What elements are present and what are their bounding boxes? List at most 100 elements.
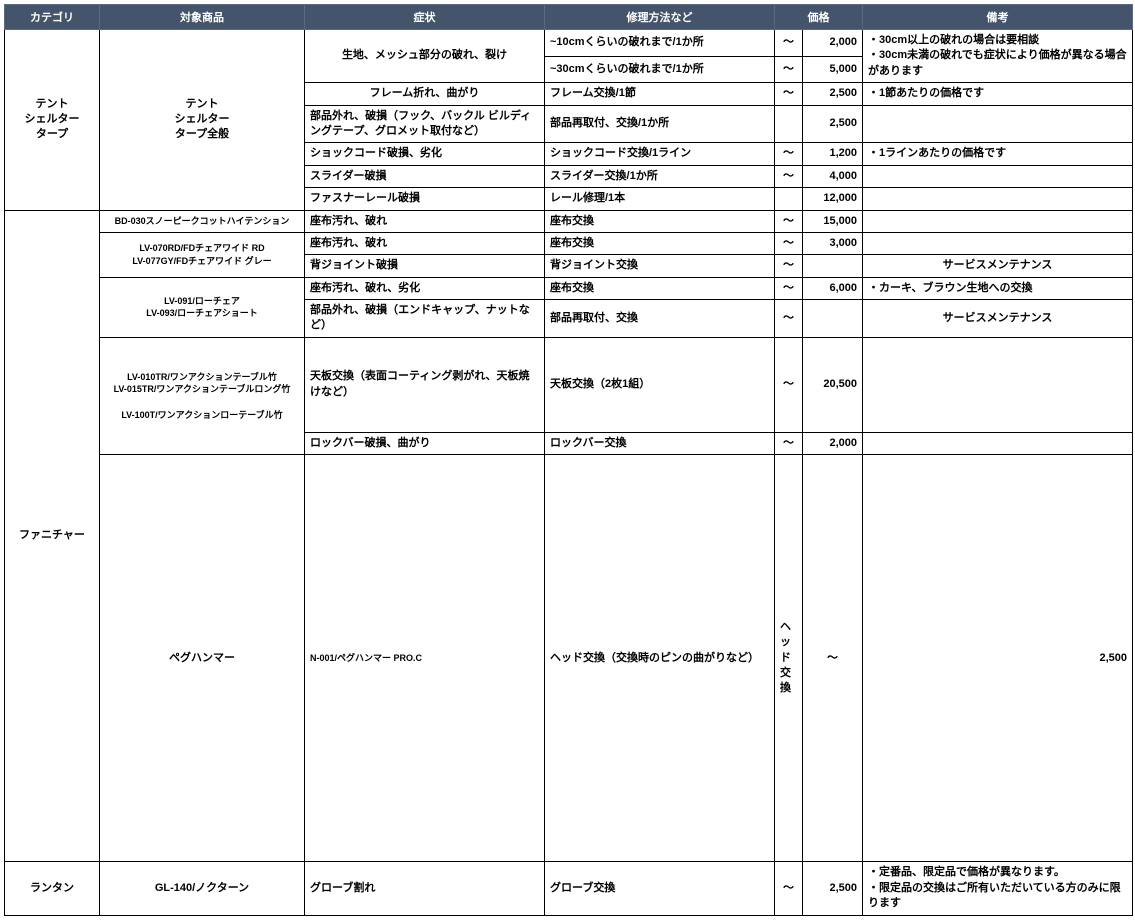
prod-line: テント bbox=[105, 97, 299, 112]
cell-price: 2,500 bbox=[803, 105, 863, 143]
cell-tilde: ～ bbox=[775, 56, 803, 83]
cell-category: ランタン bbox=[5, 862, 100, 915]
cell-repair: 座布交換 bbox=[545, 232, 775, 254]
cell-price: 20,500 bbox=[803, 337, 863, 432]
cell-symptom: ロックバー破損、曲がり bbox=[305, 432, 545, 454]
cell-tilde: ～ bbox=[775, 432, 803, 454]
prod-line: LV-077GY/FDチェアワイド グレー bbox=[105, 255, 299, 268]
cell-repair: スライダー交換/1か所 bbox=[545, 165, 775, 187]
table-row: ファニチャー BD-030スノーピークコットハイテンション 座布汚れ、破れ 座布… bbox=[5, 210, 1133, 232]
cell-category: テント シェルター タープ bbox=[5, 30, 100, 211]
cell-price: 15,000 bbox=[803, 210, 863, 232]
cell-repair: ~10cmくらいの破れまで/1か所 bbox=[545, 30, 775, 57]
cell-note: ・カーキ、ブラウン生地への交換 bbox=[863, 277, 1133, 299]
prod-line: LV-070RD/FDチェアワイド RD bbox=[105, 242, 299, 255]
cell-symptom: 部品外れ、破損（フック、バックル ビルディングテープ、グロメット取付など） bbox=[305, 105, 545, 143]
cell-repair: ~30cmくらいの破れまで/1か所 bbox=[545, 56, 775, 83]
cell-symptom: グローブ割れ bbox=[305, 862, 545, 915]
table-row: ランタン GL-140/ノクターン グローブ割れ グローブ交換 ～ 2,500 … bbox=[5, 862, 1133, 915]
cell-repair: 背ジョイント交換 bbox=[545, 255, 775, 277]
cell-symptom: ヘッド交換（交換時のピンの曲がりなど） bbox=[545, 455, 775, 862]
cell-tilde: ～ bbox=[775, 862, 803, 915]
col-header-category: カテゴリ bbox=[5, 5, 100, 30]
cell-product: テント シェルター タープ全般 bbox=[100, 30, 305, 211]
table-row: ペグハンマー N-001/ペグハンマー PRO.C ヘッド交換（交換時のピンの曲… bbox=[5, 455, 1133, 862]
cell-category: ペグハンマー bbox=[100, 455, 305, 862]
cell-symptom: 座布汚れ、破れ、劣化 bbox=[305, 277, 545, 299]
cell-note: ・定番品、限定品で価格が異なります。・限定品の交換はご所有いただいている方のみに… bbox=[863, 862, 1133, 915]
prod-line: LV-015TR/ワンアクションテーブルロング竹 bbox=[105, 383, 299, 396]
prod-line: シェルター bbox=[105, 112, 299, 127]
cell-product: LV-010TR/ワンアクションテーブル竹 LV-015TR/ワンアクションテー… bbox=[100, 337, 305, 454]
cell-tilde: ～ bbox=[775, 143, 803, 165]
cell-price bbox=[803, 300, 863, 338]
prod-line: タープ全般 bbox=[105, 127, 299, 142]
table-row: LV-070RD/FDチェアワイド RD LV-077GY/FDチェアワイド グ… bbox=[5, 232, 1133, 254]
cell-repair: レール修理/1本 bbox=[545, 188, 775, 210]
cat-line: シェルター bbox=[10, 112, 94, 127]
cell-tilde: ～ bbox=[803, 455, 863, 862]
cell-tilde: ～ bbox=[775, 300, 803, 338]
cell-repair: 座布交換 bbox=[545, 277, 775, 299]
cell-symptom: 座布汚れ、破れ bbox=[305, 210, 545, 232]
cat-line: テント bbox=[10, 97, 94, 112]
cell-note: サービスメンテナンス bbox=[863, 255, 1133, 277]
repair-price-table: カテゴリ 対象商品 症状 修理方法など 価格 備考 テント シェルター タープ … bbox=[4, 4, 1133, 916]
cell-note: サービスメンテナンス bbox=[863, 300, 1133, 338]
cell-product: LV-070RD/FDチェアワイド RD LV-077GY/FDチェアワイド グ… bbox=[100, 232, 305, 277]
cell-note: ・1ラインあたりの価格です bbox=[863, 143, 1133, 165]
cell-note: ・1節あたりの価格です bbox=[863, 83, 1133, 105]
cell-symptom: ファスナーレール破損 bbox=[305, 188, 545, 210]
cell-tilde: ～ bbox=[775, 30, 803, 57]
cell-repair: ロックバー交換 bbox=[545, 432, 775, 454]
cell-tilde bbox=[775, 188, 803, 210]
col-header-product: 対象商品 bbox=[100, 5, 305, 30]
cell-price: 6,000 bbox=[803, 277, 863, 299]
cell-tilde: ～ bbox=[775, 255, 803, 277]
cell-note: ・30cm以上の破れの場合は要相談・30cm未満の破れでも症状により価格が異なる… bbox=[863, 30, 1133, 83]
cell-repair: 部品再取付、交換/1か所 bbox=[545, 105, 775, 143]
cell-price: 1,200 bbox=[803, 143, 863, 165]
cell-note bbox=[863, 165, 1133, 187]
prod-line: LV-010TR/ワンアクションテーブル竹 bbox=[105, 371, 299, 384]
cell-symptom: 生地、メッシュ部分の破れ、裂け bbox=[305, 30, 545, 83]
cell-price: 2,000 bbox=[803, 432, 863, 454]
cell-repair: 部品再取付、交換 bbox=[545, 300, 775, 338]
prod-line: LV-091/ローチェア bbox=[105, 295, 299, 308]
cell-tilde: ～ bbox=[775, 232, 803, 254]
cell-note bbox=[863, 188, 1133, 210]
cell-category: ファニチャー bbox=[5, 210, 100, 862]
cell-price: 12,000 bbox=[803, 188, 863, 210]
cell-repair: ショックコード交換/1ライン bbox=[545, 143, 775, 165]
prod-line: LV-100T/ワンアクションローテーブル竹 bbox=[105, 409, 299, 422]
prod-line: LV-093/ローチェアショート bbox=[105, 307, 299, 320]
cell-price: 5,000 bbox=[803, 56, 863, 83]
cell-price: 3,000 bbox=[803, 232, 863, 254]
cell-note bbox=[863, 432, 1133, 454]
cell-tilde: ～ bbox=[775, 210, 803, 232]
cell-product: GL-140/ノクターン bbox=[100, 862, 305, 915]
cell-tilde: ～ bbox=[775, 165, 803, 187]
cell-symptom: 座布汚れ、破れ bbox=[305, 232, 545, 254]
table-row: テント シェルター タープ テント シェルター タープ全般 生地、メッシュ部分の… bbox=[5, 30, 1133, 57]
table-row: LV-010TR/ワンアクションテーブル竹 LV-015TR/ワンアクションテー… bbox=[5, 337, 1133, 432]
cell-tilde bbox=[775, 105, 803, 143]
cell-symptom: ショックコード破損、劣化 bbox=[305, 143, 545, 165]
cell-note bbox=[863, 337, 1133, 432]
table-row: LV-091/ローチェア LV-093/ローチェアショート 座布汚れ、破れ、劣化… bbox=[5, 277, 1133, 299]
col-header-symptom: 症状 bbox=[305, 5, 545, 30]
cell-repair: 座布交換 bbox=[545, 210, 775, 232]
cell-note bbox=[863, 232, 1133, 254]
cell-symptom: 背ジョイント破損 bbox=[305, 255, 545, 277]
cell-product: BD-030スノーピークコットハイテンション bbox=[100, 210, 305, 232]
col-header-repair: 修理方法など bbox=[545, 5, 775, 30]
cell-product: LV-091/ローチェア LV-093/ローチェアショート bbox=[100, 277, 305, 337]
col-header-price: 価格 bbox=[775, 5, 863, 30]
cat-line: タープ bbox=[10, 127, 94, 142]
cell-price: 2,500 bbox=[863, 455, 1133, 862]
cell-repair: 天板交換（2枚1組） bbox=[545, 337, 775, 432]
cell-repair: フレーム交換/1節 bbox=[545, 83, 775, 105]
cell-symptom: 天板交換（表面コーティング剥がれ、天板焼けなど） bbox=[305, 337, 545, 432]
cell-price: 4,000 bbox=[803, 165, 863, 187]
cell-tilde: ～ bbox=[775, 277, 803, 299]
